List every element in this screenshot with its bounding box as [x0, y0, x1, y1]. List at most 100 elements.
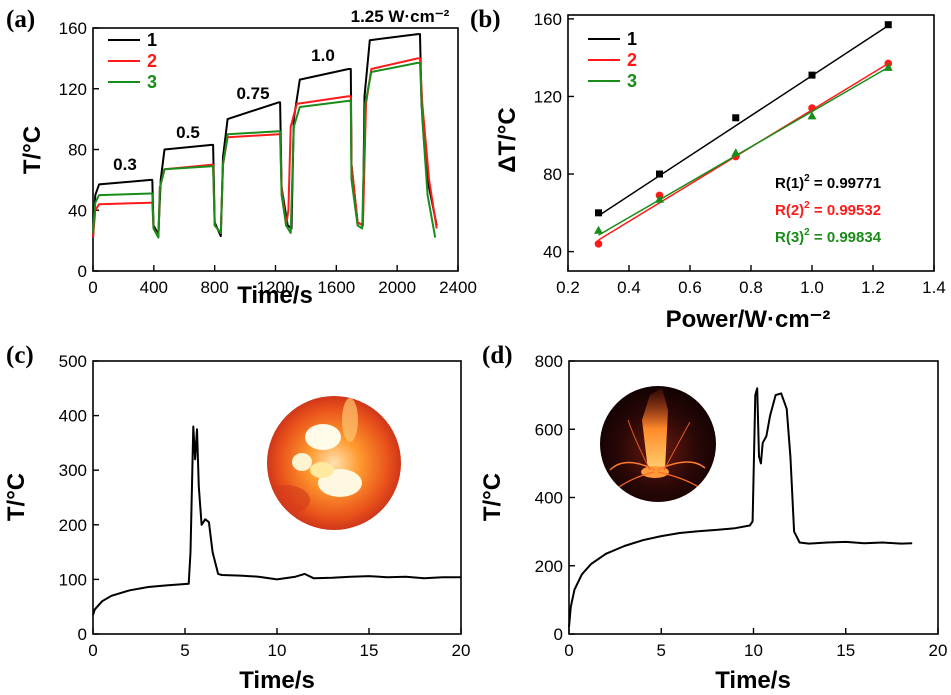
data-point	[731, 148, 741, 157]
x-tick-label: 1.4	[922, 278, 946, 297]
x-axis-label: Time/s	[239, 667, 315, 694]
x-tick-label: 800	[200, 278, 228, 297]
x-tick-label: 1200	[257, 278, 295, 297]
x-tick-label: 0	[88, 278, 97, 297]
y-ticks: 0 200 400 600 800	[535, 352, 575, 644]
data-point	[883, 62, 893, 71]
x-tick-label: 15	[836, 641, 855, 660]
series-group	[568, 387, 913, 628]
y-tick-label: 0	[78, 625, 87, 644]
x-tick-label: 0.8	[739, 278, 763, 297]
series-group	[594, 21, 893, 248]
y-tick-label: 160	[59, 19, 87, 38]
x-axis-label: Power/W·cm⁻²	[666, 306, 831, 333]
series-group	[92, 33, 438, 239]
y-tick-label: 500	[59, 352, 87, 371]
panel-c: (c) 0 100 200 300 400 500 0 5 10 15 20 Time/s T/°…	[3, 342, 470, 694]
y-axis-label: T/°C	[479, 473, 506, 521]
x-tick-label: 10	[268, 641, 287, 660]
data-point	[732, 114, 740, 122]
annotation-power: 0.5	[176, 123, 200, 142]
series-line-1	[92, 425, 461, 616]
y-tick-label: 160	[534, 10, 562, 29]
x-axis-label: Time/s	[237, 282, 313, 309]
x-tick-label: 1600	[317, 278, 355, 297]
y-tick-label: 0	[554, 625, 563, 644]
y-tick-label: 80	[543, 165, 562, 184]
fit-line-1	[598, 25, 889, 217]
series-group	[92, 425, 461, 616]
legend: 1 2 3	[108, 30, 157, 92]
data-point	[656, 170, 663, 178]
combustion-photo	[600, 386, 716, 502]
annotation-power: 0.3	[113, 155, 137, 174]
data-point	[807, 111, 817, 120]
panel-b: (b) 40 80 120 160 0.2 0.4 0.6 0.8 1.0 1.2 1.4 Pow…	[470, 6, 946, 333]
legend-label: 2	[147, 51, 157, 71]
panel-label: (a)	[6, 6, 35, 33]
y-axis-label: T/°C	[3, 473, 30, 521]
x-axis-label: Time/s	[715, 667, 791, 694]
y-tick-label: 40	[68, 201, 87, 220]
legend-label: 3	[147, 72, 157, 92]
y-tick-label: 80	[68, 141, 87, 160]
legend-label: 1	[147, 30, 157, 50]
panel-label: (d)	[482, 342, 513, 369]
panel-label: (b)	[470, 6, 501, 33]
data-point	[655, 194, 664, 203]
y-tick-label: 120	[59, 80, 87, 99]
x-tick-label: 400	[140, 278, 168, 297]
legend-label: 2	[627, 50, 637, 70]
x-tick-label: 1.0	[800, 278, 824, 297]
y-ticks: 0 100 200 300 400 500	[59, 352, 99, 644]
legend-label: 1	[627, 29, 637, 49]
annotation-power: 1.25 W·cm⁻²	[351, 7, 450, 26]
y-tick-label: 400	[535, 489, 563, 508]
x-tick-label: 0	[564, 641, 573, 660]
x-tick-label: 0.4	[617, 278, 641, 297]
y-tick-label: 40	[543, 243, 562, 262]
x-tick-label: 2400	[439, 278, 477, 297]
x-tick-label: 5	[180, 641, 189, 660]
combustion-photo	[267, 396, 401, 530]
x-tick-label: 0	[88, 641, 97, 660]
legend-label: 3	[627, 71, 637, 91]
y-tick-label: 300	[59, 461, 87, 480]
fit-r2-3: R(3)2 = 0.99834	[775, 227, 882, 246]
x-tick-label: 1.2	[861, 278, 885, 297]
data-point	[808, 71, 816, 79]
y-tick-label: 0	[78, 262, 87, 281]
y-tick-label: 120	[534, 87, 562, 106]
data-point	[595, 209, 602, 217]
data-point	[594, 240, 603, 248]
data-point	[594, 225, 603, 234]
y-axis-label: ΔT/°C	[494, 107, 521, 173]
y-tick-label: 200	[59, 516, 87, 535]
y-ticks: 0 40 80 120 160	[59, 19, 99, 281]
y-axis-label: T/°C	[19, 126, 46, 174]
y-tick-label: 800	[535, 352, 563, 371]
x-tick-label: 20	[929, 641, 948, 660]
data-point	[884, 21, 892, 29]
annotation-power: 0.75	[236, 84, 269, 103]
y-tick-label: 200	[535, 557, 563, 576]
x-ticks: 0 400 800 1200 1600 2000 2400	[88, 265, 477, 297]
y-tick-label: 600	[535, 420, 563, 439]
fit-r2-1: R(1)2 = 0.99771	[775, 173, 881, 192]
series-line-1	[568, 387, 913, 628]
y-ticks: 40 80 120 160	[534, 10, 574, 262]
x-ticks: 0.2 0.4 0.6 0.8 1.0 1.2 1.4	[556, 265, 946, 297]
x-tick-label: 20	[452, 641, 471, 660]
x-tick-label: 0.2	[556, 278, 580, 297]
x-ticks: 0 5 10 15 20	[88, 628, 470, 660]
x-ticks: 0 5 10 15 20	[564, 628, 947, 660]
panel-d: (d) 0 200 400 600 800 0 5 10 15 20 Time/s T/°C	[479, 342, 947, 694]
annotation-power: 1.0	[311, 46, 335, 65]
legend: 1 2 3	[588, 29, 637, 91]
fit-results: R(1)2 = 0.99771 R(2)2 = 0.99532 R(3)2 = …	[775, 173, 882, 246]
x-tick-label: 2000	[378, 278, 416, 297]
x-tick-label: 0.6	[678, 278, 702, 297]
series-line-3	[92, 61, 437, 239]
